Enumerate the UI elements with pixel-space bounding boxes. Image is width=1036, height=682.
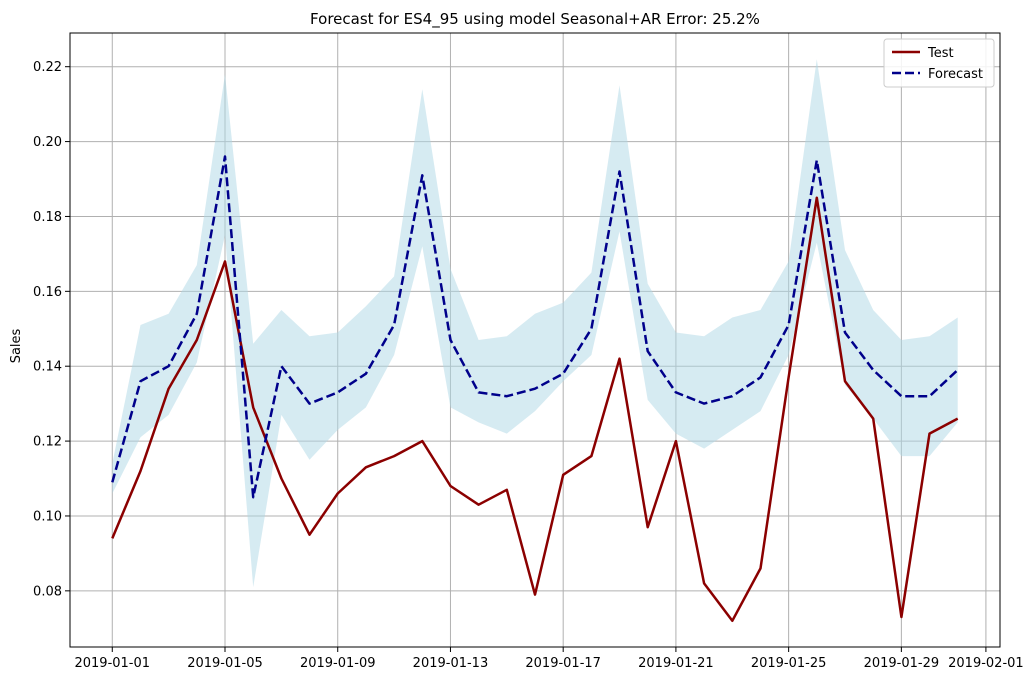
x-tick-label: 2019-01-21 [638,656,714,671]
y-tick-label: 0.10 [33,509,62,524]
y-tick-label: 0.16 [33,285,62,300]
y-tick-label: 0.20 [33,135,62,150]
x-tick-label: 2019-01-13 [413,656,489,671]
x-tick-label: 2019-01-25 [751,656,827,671]
y-tick-label: 0.22 [33,60,62,75]
x-tick-label: 2019-01-29 [864,656,940,671]
x-tick-label: 2019-01-05 [187,656,263,671]
x-tick-label: 2019-01-09 [300,656,376,671]
x-tick-label: 2019-02-01 [948,656,1024,671]
x-axis-ticks: 2019-01-01 2019-01-05 2019-01-09 2019-01-13… [74,647,1024,671]
chart-title: Forecast for ES4_95 using model Seasonal… [310,10,760,29]
y-tick-label: 0.18 [33,210,62,225]
y-tick-label: 0.08 [33,584,62,599]
y-axis-label: Sales [9,328,24,363]
x-tick-label: 2019-01-01 [74,656,150,671]
y-tick-label: 0.12 [33,435,62,450]
y-axis-ticks: 0.08 0.10 0.12 0.14 0.16 0.18 0.20 0.22 [33,60,70,599]
series-layer [111,155,959,623]
series-line-test [111,196,959,623]
legend-label-test: Test [927,46,954,61]
confidence-band [112,59,958,588]
plot-frame [69,32,1001,648]
y-tick-label: 0.14 [33,360,62,375]
series-line-forecast [111,155,959,499]
legend-label-forecast: Forecast [928,67,983,82]
confidence-band-layer [112,59,958,588]
legend: Test Forecast [883,38,995,88]
x-tick-label: 2019-01-17 [525,656,601,671]
